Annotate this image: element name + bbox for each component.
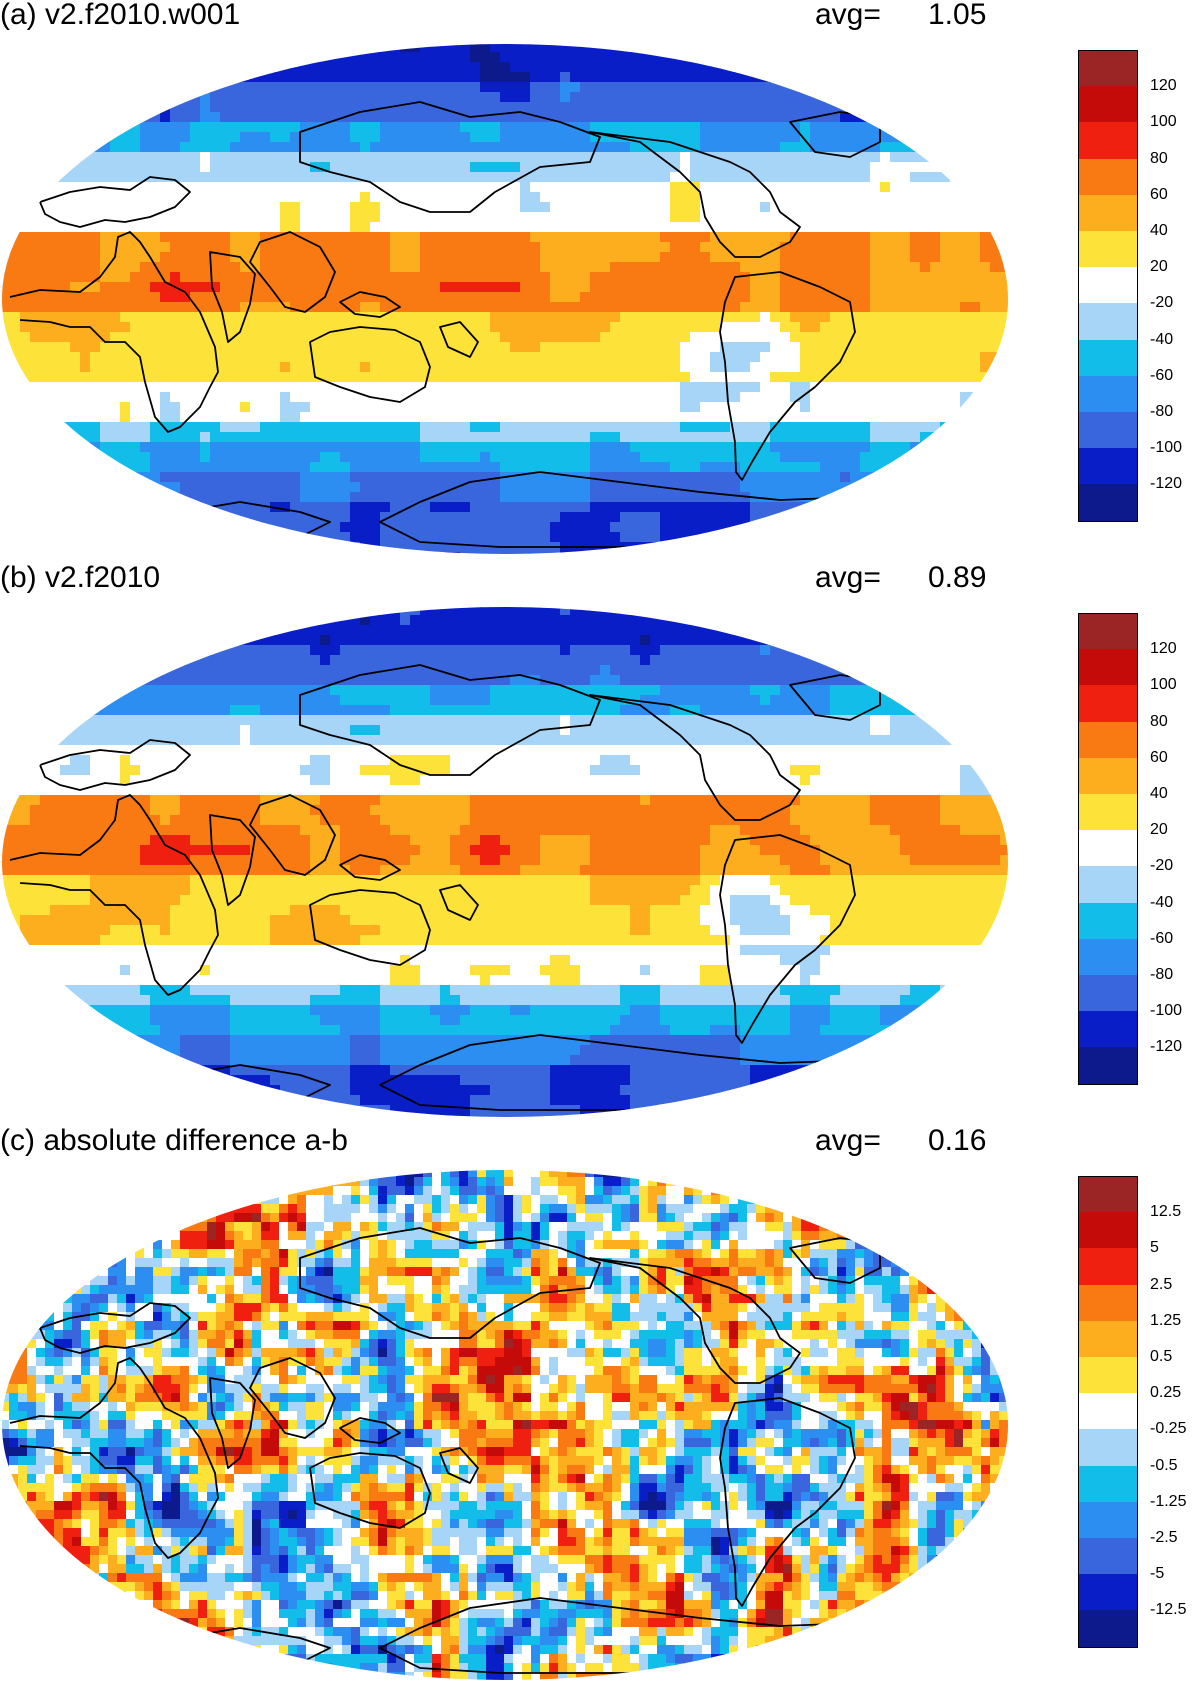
avg-value: 0.89: [928, 561, 986, 595]
colorbar-tick-label: -100: [1150, 440, 1193, 456]
map-field: [0, 42, 1010, 557]
colorbar-swatch: [1078, 866, 1138, 903]
colorbar-tick-label: -5: [1150, 1566, 1193, 1582]
colorbar-swatch: [1078, 484, 1138, 521]
colorbar-tick-label: -20: [1150, 295, 1193, 311]
colorbar-swatch: [1078, 903, 1138, 940]
colorbar-tick-label: 2.5: [1150, 1277, 1193, 1293]
colorbar-tick-label: 0.25: [1150, 1385, 1193, 1401]
colorbar-tick-label: 5: [1150, 1240, 1193, 1256]
colorbar-tick-label: 20: [1150, 259, 1193, 275]
colorbar-tick-label: 100: [1150, 114, 1193, 130]
colorbar-tick-label: 100: [1150, 677, 1193, 693]
colorbar-tick-label: -100: [1150, 1003, 1193, 1019]
colorbar-tick-label: 120: [1150, 78, 1193, 94]
colorbar-swatch: [1078, 1429, 1138, 1466]
colorbar-tick-label: -12.5: [1150, 1602, 1193, 1618]
avg-value: 1.05: [928, 0, 986, 32]
colorbar-tick-label: 12.5: [1150, 1204, 1193, 1220]
avg-label: avg=: [815, 1124, 881, 1158]
colorbar-swatch: [1078, 939, 1138, 976]
colorbar-tick-label: 60: [1150, 187, 1193, 203]
avg-label: avg=: [815, 561, 881, 595]
colorbar-tick-label: 80: [1150, 151, 1193, 167]
panel-title: (c) absolute difference a-b: [0, 1124, 348, 1158]
colorbar-swatch: [1078, 412, 1138, 449]
avg-value: 0.16: [928, 1124, 986, 1158]
colorbar-swatch: [1078, 649, 1138, 686]
colorbar-tick-label: -80: [1150, 404, 1193, 420]
colorbar-swatch: [1078, 613, 1138, 650]
colorbar-swatch: [1078, 975, 1138, 1012]
colorbar-swatch: [1078, 1502, 1138, 1539]
map-field: [0, 605, 1010, 1120]
colorbar-swatch: [1078, 231, 1138, 268]
colorbar-swatch: [1078, 340, 1138, 377]
colorbar-tick-label: -60: [1150, 368, 1193, 384]
colorbar-tick-label: 120: [1150, 641, 1193, 657]
colorbar-swatch: [1078, 448, 1138, 485]
colorbar-swatch: [1078, 1285, 1138, 1322]
colorbar-tick-label: -40: [1150, 895, 1193, 911]
colorbar-tick-label: -80: [1150, 967, 1193, 983]
colorbar-swatch: [1078, 722, 1138, 759]
colorbar-tick-label: 40: [1150, 786, 1193, 802]
colorbar-swatch: [1078, 86, 1138, 123]
colorbar-tick-label: 60: [1150, 750, 1193, 766]
map-field: [0, 1168, 1010, 1683]
colorbar-tick-label: -40: [1150, 332, 1193, 348]
colorbar-swatch: [1078, 303, 1138, 340]
colorbar-swatch: [1078, 1357, 1138, 1394]
panel-title: (b) v2.f2010: [0, 561, 160, 595]
colorbar-tick-label: -0.5: [1150, 1458, 1193, 1474]
colorbar-tick-label: -0.25: [1150, 1421, 1193, 1437]
colorbar-tick-label: 40: [1150, 223, 1193, 239]
colorbar-tick-label: -120: [1150, 1039, 1193, 1055]
colorbar-swatch: [1078, 1176, 1138, 1213]
world-map: [0, 42, 1010, 557]
colorbar-swatch: [1078, 122, 1138, 159]
colorbar-tick-label: 0.5: [1150, 1349, 1193, 1365]
colorbar-swatch: [1078, 1538, 1138, 1575]
colorbar-swatch: [1078, 794, 1138, 831]
panel-b: (b) v2.f2010 avg= 0.89 120 100 80 60 40 20 -20…: [0, 563, 1193, 1123]
colorbar-swatch: [1078, 1321, 1138, 1358]
colorbar-tick-label: -60: [1150, 931, 1193, 947]
colorbar-swatch: [1078, 1212, 1138, 1249]
colorbar-swatch: [1078, 1393, 1138, 1430]
colorbar-swatch: [1078, 758, 1138, 795]
colorbar-tick-label: -1.25: [1150, 1494, 1193, 1510]
colorbar-swatch: [1078, 376, 1138, 413]
colorbar-swatch: [1078, 1610, 1138, 1647]
colorbar-swatch: [1078, 50, 1138, 87]
avg-label: avg=: [815, 0, 881, 32]
colorbar-swatch: [1078, 1047, 1138, 1084]
colorbar-swatch: [1078, 159, 1138, 196]
panel-c: (c) absolute difference a-b avg= 0.16 12…: [0, 1126, 1193, 1686]
colorbar-tick-label: -2.5: [1150, 1530, 1193, 1546]
colorbar-tick-label: 1.25: [1150, 1313, 1193, 1329]
world-map: [0, 1168, 1010, 1683]
colorbar-swatch: [1078, 1574, 1138, 1611]
colorbar-swatch: [1078, 1466, 1138, 1503]
colorbar-tick-label: 80: [1150, 714, 1193, 730]
colorbar-swatch: [1078, 195, 1138, 232]
colorbar-tick-label: -120: [1150, 476, 1193, 492]
panel-a: (a) v2.f2010.w001 avg= 1.05 120 100 80 60 40…: [0, 0, 1193, 560]
world-map: [0, 605, 1010, 1120]
colorbar-tick-label: -20: [1150, 858, 1193, 874]
colorbar-swatch: [1078, 830, 1138, 867]
colorbar-swatch: [1078, 1011, 1138, 1048]
colorbar-swatch: [1078, 1248, 1138, 1285]
colorbar-tick-label: 20: [1150, 822, 1193, 838]
colorbar-swatch: [1078, 267, 1138, 304]
colorbar-swatch: [1078, 685, 1138, 722]
panel-title: (a) v2.f2010.w001: [0, 0, 240, 32]
